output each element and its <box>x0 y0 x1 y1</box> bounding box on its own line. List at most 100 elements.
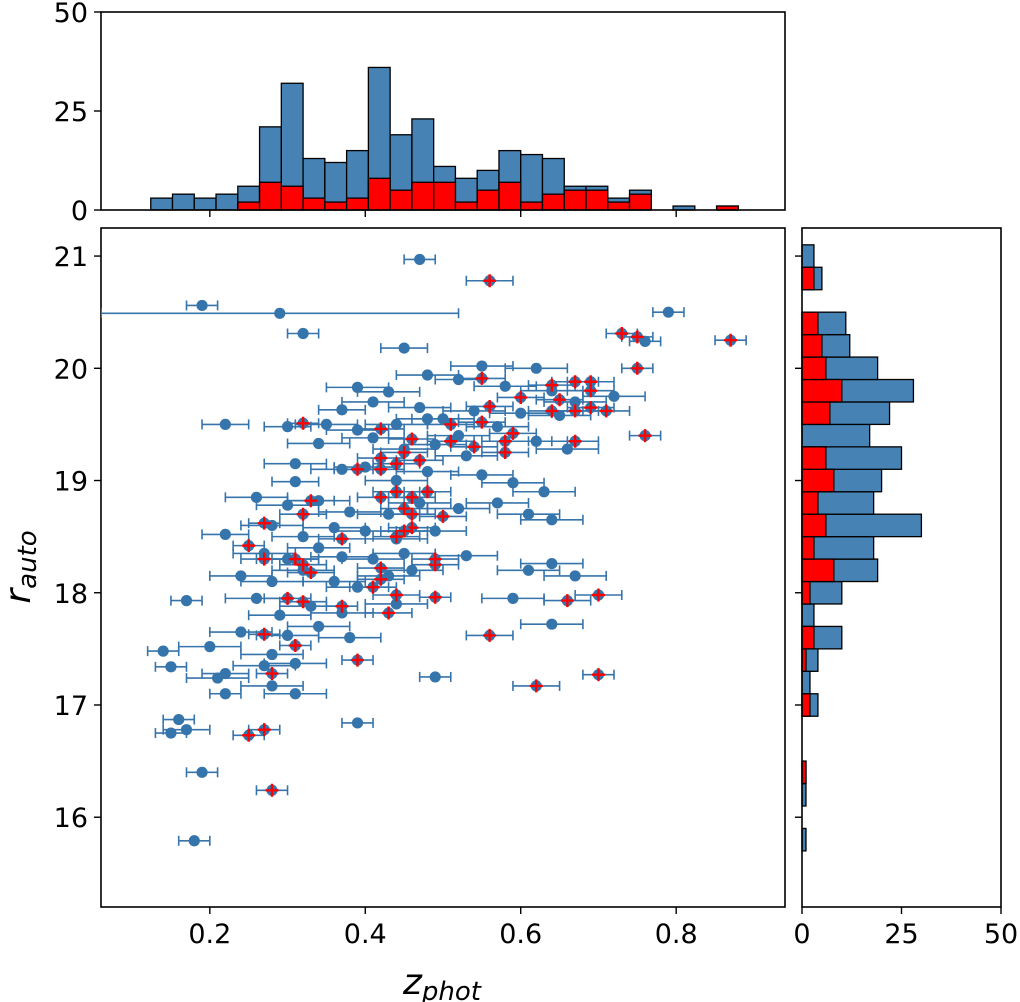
scatter-point <box>266 648 278 661</box>
subset-marker <box>281 591 295 605</box>
scatter-point <box>274 307 286 319</box>
top-histogram: 0 25 50 <box>54 0 786 227</box>
scatter-frame <box>100 227 786 908</box>
subset-marker <box>475 415 489 429</box>
scatter-point <box>165 727 177 739</box>
subset-marker <box>374 422 388 436</box>
subset-marker <box>506 426 520 440</box>
scatter-point <box>515 407 527 419</box>
scatter-point <box>569 396 581 408</box>
y-tick-label: 18 <box>54 579 88 610</box>
right-hist-subset-bar <box>801 266 815 291</box>
subset-marker <box>304 566 318 580</box>
subset-marker <box>296 558 310 572</box>
scatter-point <box>250 592 263 604</box>
top-hist-subset-bar <box>520 201 544 211</box>
subset-marker <box>389 530 403 544</box>
right-hist-subset-bar <box>801 693 811 717</box>
scatter-point <box>336 463 348 475</box>
right-hist-subset-bar <box>801 356 827 381</box>
subset-marker <box>483 628 497 642</box>
subset-marker <box>304 494 318 508</box>
scatter-point <box>390 474 402 487</box>
subset-marker <box>242 539 256 553</box>
subset-marker <box>265 783 279 797</box>
subset-marker <box>374 462 388 476</box>
right-hist-bar <box>801 423 871 448</box>
right-hist-bar <box>801 244 815 268</box>
subset-marker <box>257 723 271 737</box>
subset-marker <box>483 399 497 413</box>
top-hist-subset-bar <box>607 201 631 211</box>
scatter-point <box>328 522 340 534</box>
subset-marker <box>428 552 442 566</box>
subset-marker <box>630 361 644 375</box>
scatter-point <box>429 671 441 683</box>
top-hist-subset-bar <box>628 193 652 211</box>
subset-marker <box>374 451 388 465</box>
subset-marker <box>257 552 271 566</box>
scatter-point <box>530 362 542 374</box>
scatter-point <box>258 660 270 672</box>
axis-labels: zphot rauto <box>0 530 482 1002</box>
scatter-points <box>101 253 747 847</box>
right-hist-subset-bar <box>801 580 811 605</box>
scatter-point <box>313 542 325 554</box>
top-hist-bar <box>171 193 195 211</box>
scatter-point <box>313 620 325 633</box>
subset-marker <box>296 595 310 609</box>
top-hist-subset-bar <box>585 189 609 211</box>
right-hist-subset-bar <box>801 558 835 583</box>
scatter-point <box>468 405 480 417</box>
top-hist-subset-bar <box>498 181 522 211</box>
right-x-tick-label: 50 <box>984 919 1018 950</box>
scatter-point <box>211 672 224 684</box>
x-tick-label: 0.8 <box>655 919 698 950</box>
scatter-point <box>367 396 379 408</box>
subset-marker <box>389 457 403 471</box>
top-hist-subset-bar <box>563 189 587 211</box>
scatter-point <box>281 499 294 511</box>
top-y-tick-label: 25 <box>54 97 88 128</box>
scatter-point <box>250 491 263 503</box>
subset-marker <box>374 561 388 575</box>
subset-marker <box>335 599 349 613</box>
scatter-point <box>414 401 426 414</box>
scatter-point <box>344 632 356 644</box>
subset-marker <box>615 326 629 340</box>
subset-marker <box>436 509 450 523</box>
scatter-point <box>281 553 294 565</box>
scatter-point <box>289 688 301 700</box>
subset-marker <box>242 728 256 742</box>
x-tick-label: 0.2 <box>188 919 231 950</box>
scatter-point <box>336 404 348 416</box>
scatter-point <box>289 476 301 488</box>
scatter-plot: 0.2 0.4 0.6 0.8 16 17 18 19 20 21 <box>54 227 786 950</box>
subset-marker <box>599 404 613 418</box>
scatter-point <box>351 424 364 436</box>
right-hist-subset-bar <box>801 378 843 403</box>
subset-marker <box>351 653 364 667</box>
subset-marker <box>428 590 442 604</box>
scatter-point <box>165 661 177 673</box>
scatter-point <box>219 688 231 700</box>
scatter-point <box>398 547 410 560</box>
scatter-point <box>367 432 379 444</box>
scatter-point <box>538 486 550 498</box>
scatter-point <box>336 551 348 563</box>
scatter-point <box>351 581 364 593</box>
scatter-point <box>344 506 356 518</box>
subset-marker <box>514 390 528 404</box>
y-axis-label: rauto <box>0 530 43 603</box>
subset-marker <box>568 375 582 389</box>
scatter-point <box>460 550 472 562</box>
top-hist-subset-bar <box>367 177 391 211</box>
top-hist-subset-bar <box>541 193 565 211</box>
subset-marker <box>568 404 582 418</box>
subset-marker <box>553 393 567 407</box>
subset-marker <box>529 679 543 693</box>
scatter-point <box>546 618 558 630</box>
top-hist-subset-bar <box>324 201 348 211</box>
right-x-tick-label: 25 <box>884 919 918 950</box>
